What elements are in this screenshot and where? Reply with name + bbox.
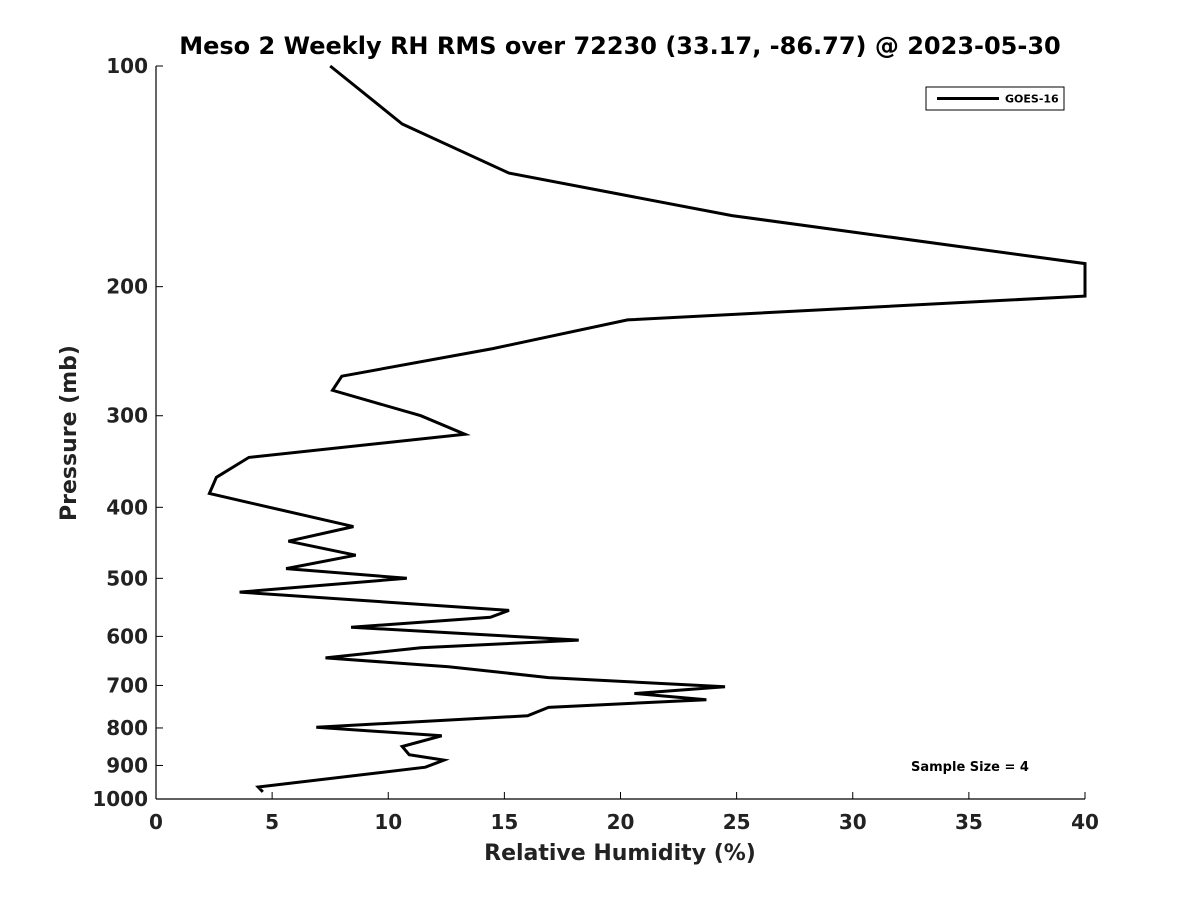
y-tick-label: 900	[106, 753, 148, 777]
x-axis-label: Relative Humidity (%)	[484, 841, 756, 866]
x-tick-label: 5	[265, 810, 279, 834]
y-tick-label: 200	[106, 275, 148, 299]
x-tick-label: 15	[490, 810, 518, 834]
x-tick-label: 35	[955, 810, 983, 834]
plot-area	[155, 66, 1085, 800]
y-tick-label: 1000	[92, 787, 148, 811]
chart-title: Meso 2 Weekly RH RMS over 72230 (33.17, …	[179, 32, 1061, 60]
x-tick-label: 25	[723, 810, 751, 834]
y-tick-label: 600	[106, 624, 148, 648]
x-tick-label: 40	[1071, 810, 1099, 834]
legend: GOES-16	[925, 86, 1065, 111]
y-tick-label: 500	[106, 566, 148, 590]
x-tick-label: 30	[839, 810, 867, 834]
y-tick-label: 700	[106, 673, 148, 697]
legend-entry-label: GOES-16	[1005, 93, 1059, 106]
y-tick-label: 400	[106, 495, 148, 519]
x-ticks: 0 5 10 15 20 25 30 35 40	[149, 792, 1099, 834]
series-line-goes16	[207, 64, 1087, 793]
x-tick-label: 0	[149, 810, 163, 834]
y-tick-label: 100	[106, 54, 148, 78]
x-tick-label: 20	[607, 810, 635, 834]
y-ticks: 100 200 300 400 500 600 700 800 900 1000	[92, 54, 163, 811]
x-tick-label: 10	[374, 810, 402, 834]
sample-size-annotation: Sample Size = 4	[911, 760, 1029, 775]
y-tick-label: 300	[106, 404, 148, 428]
y-axis-label: Pressure (mb)	[57, 345, 82, 521]
y-tick-label: 800	[106, 716, 148, 740]
